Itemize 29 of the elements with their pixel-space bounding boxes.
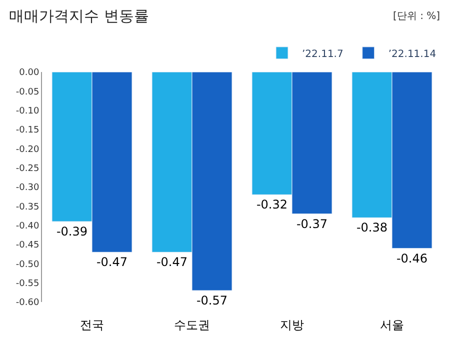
y-tick-label: -0.05	[16, 87, 40, 98]
y-tick-label: -0.30	[16, 183, 40, 194]
legend-label: ’22.11.14	[388, 48, 436, 60]
text: [단위 : %]	[393, 11, 440, 22]
y-tick-label: -0.45	[16, 240, 40, 251]
y-tick-label: 0.00	[19, 68, 40, 78]
y-tick-label: -0.50	[16, 260, 40, 270]
data-label: -0.47	[156, 255, 188, 270]
legend-label: ’22.11.7	[302, 48, 344, 60]
y-tick-label: -0.40	[16, 221, 40, 232]
data-label: -0.32	[256, 198, 288, 212]
y-tick-label: -0.15	[16, 126, 40, 136]
y-tick-label: -0.55	[16, 278, 40, 289]
y-tick-label: -0.20	[16, 144, 40, 155]
y-tick-label: -0.25	[16, 164, 40, 174]
x-tick-label: 지방	[280, 318, 304, 332]
x-tick-label: 수도권	[174, 318, 210, 332]
data-label: -0.37	[296, 216, 328, 231]
x-tick-label: 서울	[380, 318, 404, 332]
y-tick-label: -0.35	[16, 202, 40, 212]
data-label: -0.57	[196, 294, 228, 308]
data-label: -0.39	[56, 224, 88, 238]
data-label: -0.47	[96, 255, 128, 270]
y-tick-label: -0.60	[16, 298, 40, 308]
data-label: -0.46	[396, 251, 428, 266]
y-tick-label: -0.10	[16, 106, 40, 116]
data-label: -0.38	[356, 220, 388, 235]
x-tick-label: 전국	[80, 318, 104, 332]
chart-title: 매매가격지수 변동률	[9, 6, 149, 25]
